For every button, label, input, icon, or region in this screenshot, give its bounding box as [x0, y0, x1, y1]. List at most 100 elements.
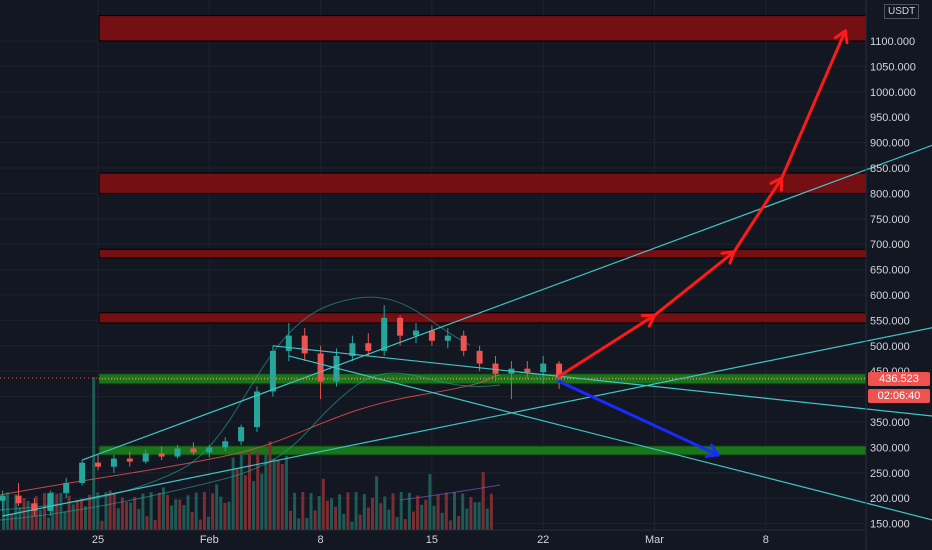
volume-bar — [272, 458, 276, 530]
volume-bar — [166, 495, 169, 530]
volume-bar — [399, 492, 403, 530]
volume-bar — [92, 377, 96, 530]
candle-body — [460, 335, 467, 351]
price-zones — [98, 15, 867, 456]
volume-bar — [59, 492, 63, 530]
volume-bar — [145, 516, 149, 530]
bullish-arrow-segment — [780, 29, 847, 180]
volume-bar — [481, 472, 485, 530]
trendline — [2, 327, 932, 517]
volume-bar — [465, 508, 469, 530]
volume-bar — [260, 473, 264, 530]
candle-body — [63, 482, 70, 494]
volume-bar — [84, 506, 87, 530]
candle-body — [397, 317, 404, 336]
volume-bar — [194, 492, 198, 530]
volume-bar — [342, 513, 346, 530]
volume-bar — [2, 497, 5, 530]
candle-body — [174, 448, 181, 457]
resistance-zone — [98, 312, 867, 324]
volume-bar — [436, 494, 440, 530]
volume-bar — [190, 512, 194, 530]
volume-bar — [133, 496, 137, 530]
volume-bar — [432, 505, 436, 530]
price-tick-label: 800.000 — [870, 188, 910, 200]
candle-body — [476, 350, 483, 364]
volume-bar — [485, 508, 489, 530]
volume-bar — [215, 484, 219, 530]
volume-bar — [416, 495, 420, 530]
volume-bar — [346, 492, 350, 530]
volume-bar — [71, 504, 75, 530]
volume-bar — [227, 501, 231, 530]
volume-bar — [305, 517, 309, 530]
volume-bar — [461, 493, 465, 530]
volume-bar — [453, 492, 456, 530]
currency-unit-label[interactable]: USDT — [884, 4, 920, 19]
volume-bar — [473, 502, 477, 530]
volume-bar — [182, 505, 186, 530]
price-tick-label: 1050.000 — [870, 61, 916, 73]
volume-bar — [178, 499, 182, 530]
price-tick-label: 250.000 — [870, 468, 910, 480]
time-axis[interactable]: 25 Feb 8 15 22 Mar 8 — [0, 529, 866, 546]
volume-bar — [120, 497, 124, 530]
volume-bar — [354, 492, 358, 530]
volume-bar — [108, 490, 112, 530]
volume-bar — [289, 510, 292, 530]
price-tick-label: 200.000 — [870, 493, 910, 505]
volume-bar — [428, 474, 432, 530]
candle-body — [0, 495, 6, 501]
price-tick-label: 650.000 — [870, 265, 910, 277]
volume-bar — [104, 492, 108, 530]
volume-bar — [325, 500, 329, 530]
volume-bar — [231, 457, 235, 530]
candle-body — [126, 458, 133, 462]
candle-body — [317, 353, 324, 382]
volume-bar — [424, 499, 428, 530]
bullish-arrow-segment — [557, 313, 656, 378]
candle-body — [206, 447, 213, 453]
candle-body — [492, 363, 499, 374]
volume-bar — [51, 492, 55, 530]
volume-bar — [116, 508, 120, 530]
candle-body — [158, 453, 165, 457]
price-tick-label: 1000.000 — [870, 87, 916, 99]
volume-bar — [317, 496, 321, 530]
candle-body — [413, 330, 419, 336]
volume-bar — [252, 481, 256, 530]
volume-bar — [207, 516, 210, 530]
volume-bar — [338, 494, 342, 530]
volume-bar — [174, 499, 178, 530]
lower-band-line — [0, 372, 501, 521]
price-tick-label: 850.000 — [870, 163, 910, 175]
volume-bar — [198, 519, 202, 530]
time-tick-label: Feb — [200, 534, 219, 546]
candle-body — [301, 335, 308, 354]
price-tick-label: 950.000 — [870, 112, 910, 124]
price-tick-label: 550.000 — [870, 315, 910, 327]
volume-bar — [235, 467, 239, 530]
candle-body — [540, 363, 547, 373]
volume-bar — [96, 492, 100, 530]
arrow-head — [833, 29, 849, 45]
volume-bar — [14, 494, 18, 530]
volume-bar — [211, 493, 215, 530]
volume-bar — [448, 520, 452, 530]
volume-bar — [366, 507, 370, 530]
bullish-arrow-segment — [653, 250, 736, 317]
volume-bar — [379, 503, 383, 530]
time-tick-label: 8 — [763, 534, 769, 546]
volume-bar — [149, 492, 153, 530]
volume-bar — [67, 495, 71, 530]
candle-body — [110, 458, 117, 467]
volume-bar — [420, 504, 424, 530]
candle-body — [15, 495, 22, 504]
price-tick-label: 500.000 — [870, 341, 910, 353]
candle-body — [95, 462, 101, 467]
volume-bar — [34, 496, 38, 530]
candle-body — [222, 441, 229, 448]
candle-body — [31, 503, 38, 511]
time-tick-label: 25 — [92, 534, 104, 546]
